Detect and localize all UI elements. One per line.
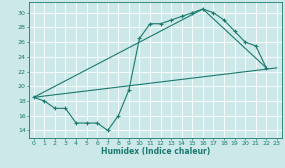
X-axis label: Humidex (Indice chaleur): Humidex (Indice chaleur) xyxy=(101,147,210,156)
